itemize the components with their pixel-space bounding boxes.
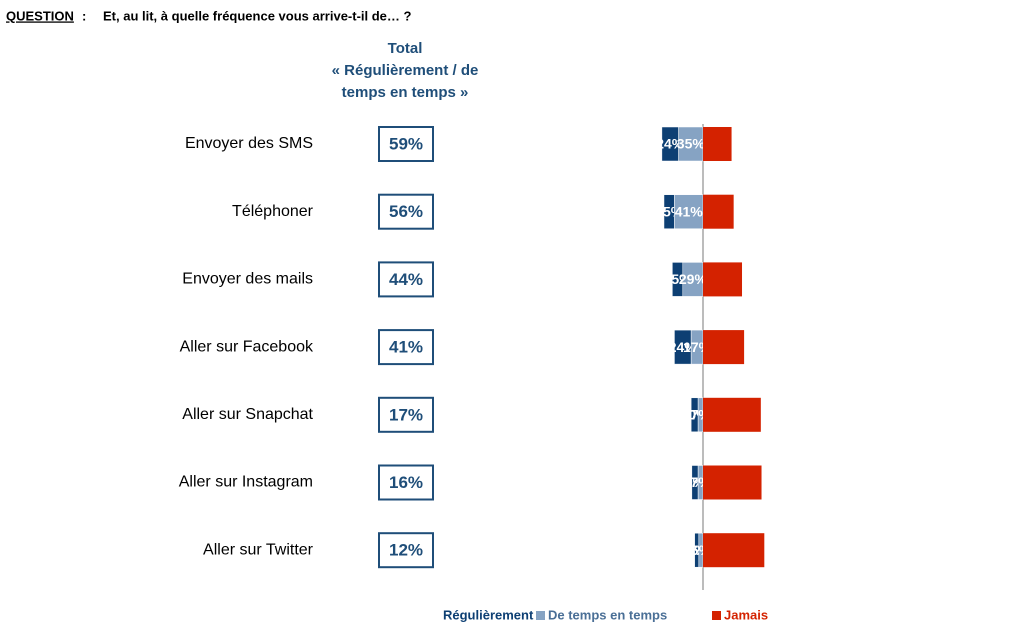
total-label: 12% (389, 541, 423, 560)
legend-label: Régulièrement (443, 607, 534, 622)
question-text: Et, au lit, à quelle fréquence vous arri… (103, 8, 412, 23)
question-separator: : (82, 8, 86, 23)
bar-segment (703, 262, 743, 297)
total-box (378, 396, 434, 433)
bar-segment (703, 533, 765, 568)
total-box (378, 464, 434, 501)
legend-swatch (712, 611, 721, 620)
category-label: Aller sur Twitter (203, 541, 314, 558)
legend-label: Jamais (724, 607, 768, 622)
category-label: Envoyer des mails (182, 271, 313, 288)
bar-segment (674, 194, 704, 229)
total-box (378, 261, 434, 298)
category-label: Envoyer des SMS (185, 135, 313, 152)
total-box (378, 126, 434, 162)
total-label: 41% (389, 338, 423, 357)
total-header: « Régulièrement / de (332, 62, 479, 79)
bar-segment (703, 127, 732, 161)
bar-segment (703, 330, 745, 365)
legend-label: De temps en temps (548, 607, 667, 622)
total-box (378, 193, 434, 230)
category-label: Aller sur Facebook (180, 338, 314, 355)
value-label: 41% (675, 203, 704, 219)
question-label: QUESTION (6, 8, 74, 23)
value-label: 24% (669, 339, 698, 355)
category-label: Téléphoner (232, 203, 314, 220)
total-label: 56% (389, 202, 423, 221)
total-label: 59% (389, 134, 423, 153)
total-label: 44% (389, 270, 423, 289)
bar-segment (703, 465, 762, 500)
category-label: Aller sur Instagram (179, 474, 313, 491)
bar-segment (703, 194, 734, 229)
value-label: 35% (677, 136, 706, 152)
total-header: Total (388, 40, 423, 57)
value-label: 29% (679, 271, 708, 287)
legend-swatch (536, 611, 545, 620)
total-box (378, 329, 434, 366)
category-label: Aller sur Snapchat (182, 406, 313, 423)
bar-segment (703, 397, 761, 432)
total-header: temps en temps » (342, 84, 469, 101)
total-label: 17% (389, 405, 423, 424)
value-label: 24% (656, 136, 685, 152)
total-box (378, 532, 434, 569)
total-label: 16% (389, 473, 423, 492)
